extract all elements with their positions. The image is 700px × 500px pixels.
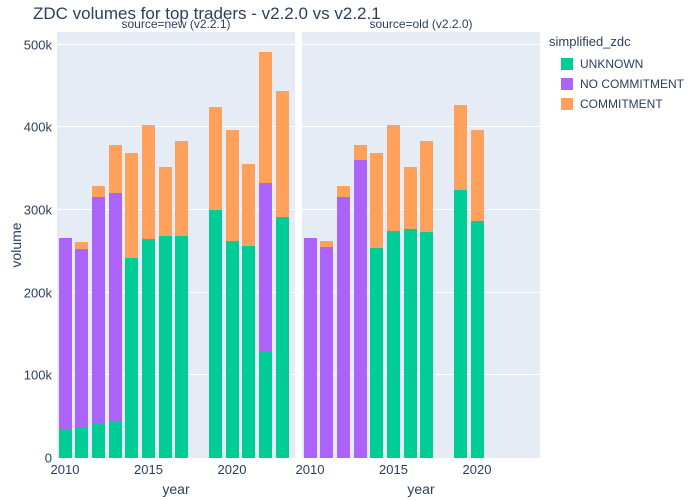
- bar-new-2010-unknown[interactable]: [58, 429, 72, 458]
- gridline: [57, 126, 295, 128]
- bar-old-2020-unknown[interactable]: [470, 220, 484, 458]
- x-tick-label-old-2015: 2015: [379, 462, 408, 477]
- bar-old-2020-commitment[interactable]: [470, 129, 484, 221]
- y-tick-label-400k: 400k: [23, 119, 52, 135]
- bar-new-2022-unknown[interactable]: [258, 351, 272, 458]
- bar-old-2011-no-commitment[interactable]: [320, 247, 334, 458]
- bar-new-2016-commitment[interactable]: [158, 166, 172, 237]
- legend-label: NO COMMITMENT: [580, 77, 684, 91]
- bar-old-2019-commitment[interactable]: [453, 104, 467, 191]
- y-tick-label-500k: 500k: [23, 37, 52, 52]
- bar-old-2012-commitment[interactable]: [336, 185, 350, 197]
- bar-new-2012-unknown[interactable]: [91, 424, 105, 458]
- bar-new-2022-commitment[interactable]: [258, 51, 272, 183]
- bar-old-2011-commitment[interactable]: [320, 240, 334, 248]
- legend: simplified_zdc UNKNOWN NO COMMITMENT COMMI…: [549, 34, 684, 117]
- y-tick-label-0: 0: [44, 450, 52, 466]
- legend-item-commitment[interactable]: COMMITMENT: [549, 97, 684, 111]
- bar-old-2015-commitment[interactable]: [387, 124, 400, 231]
- bar-old-2015-unknown[interactable]: [387, 230, 400, 458]
- bar-new-2010-no-commitment[interactable]: [58, 238, 72, 430]
- legend-swatch-icon: [561, 98, 573, 110]
- bar-new-2020-commitment[interactable]: [225, 129, 239, 242]
- bar-new-2015-unknown[interactable]: [142, 238, 155, 458]
- bar-new-2021-commitment[interactable]: [242, 163, 256, 247]
- gridline: [57, 43, 295, 45]
- bar-new-2012-commitment[interactable]: [91, 185, 105, 197]
- bar-new-2015-commitment[interactable]: [142, 124, 155, 239]
- x-tick-label-new-2020: 2020: [217, 462, 247, 477]
- gridline: [302, 43, 540, 45]
- bar-new-2017-unknown[interactable]: [175, 235, 189, 458]
- bar-old-2013-commitment[interactable]: [353, 144, 367, 161]
- y-tick-label-300k: 300k: [23, 202, 52, 218]
- legend-item-unknown[interactable]: UNKNOWN: [549, 57, 684, 71]
- x-tick-label-old-2020: 2020: [462, 462, 492, 477]
- bar-new-2019-unknown[interactable]: [208, 209, 222, 458]
- x-tick-label-new-2015: 2015: [134, 462, 163, 477]
- facet-label-new: source=new (v2.2.1): [121, 17, 231, 31]
- chart-title: ZDC volumes for top traders - v2.2.0 vs …: [33, 4, 381, 23]
- legend-title: simplified_zdc: [549, 34, 631, 49]
- bar-new-2013-unknown[interactable]: [108, 420, 122, 458]
- bar-old-2014-commitment[interactable]: [370, 152, 384, 248]
- bar-old-2017-unknown[interactable]: [420, 232, 434, 458]
- bar-new-2020-unknown[interactable]: [225, 241, 239, 458]
- x-tick-label-old-2010: 2010: [295, 462, 325, 477]
- facet-old-plot-area[interactable]: [302, 32, 540, 458]
- bar-new-2013-no-commitment[interactable]: [108, 192, 122, 421]
- legend-label: UNKNOWN: [580, 57, 644, 71]
- bar-new-2014-commitment[interactable]: [125, 152, 139, 258]
- bar-old-2012-no-commitment[interactable]: [336, 196, 350, 458]
- bar-new-2011-commitment[interactable]: [75, 242, 89, 249]
- legend-items: UNKNOWN NO COMMITMENT COMMITMENT: [549, 57, 684, 111]
- bar-old-2014-unknown[interactable]: [370, 247, 384, 458]
- bar-new-2022-no-commitment[interactable]: [258, 182, 272, 352]
- bar-old-2013-no-commitment[interactable]: [353, 160, 367, 458]
- facet-label-old: source=old (v2.2.0): [369, 17, 473, 31]
- bar-new-2023-commitment[interactable]: [275, 90, 289, 217]
- facet-new-plot-area[interactable]: [57, 32, 295, 458]
- x-axis-title-old: year: [407, 481, 435, 497]
- bar-new-2019-commitment[interactable]: [208, 106, 222, 210]
- y-tick-label-100k: 100k: [23, 367, 52, 383]
- bar-new-2017-commitment[interactable]: [175, 141, 189, 236]
- bar-new-2011-no-commitment[interactable]: [75, 248, 89, 428]
- bar-new-2013-commitment[interactable]: [108, 144, 122, 193]
- legend-item-no-commitment[interactable]: NO COMMITMENT: [549, 77, 684, 91]
- y-axis-title: volume: [8, 222, 24, 268]
- bar-new-2021-unknown[interactable]: [242, 246, 256, 458]
- bar-old-2019-unknown[interactable]: [453, 190, 467, 458]
- bar-new-2014-unknown[interactable]: [125, 257, 139, 458]
- bar-new-2011-unknown[interactable]: [75, 427, 89, 458]
- bar-old-2010-no-commitment[interactable]: [303, 238, 317, 458]
- legend-swatch-icon: [561, 78, 573, 90]
- x-axis-title-new: year: [162, 481, 190, 497]
- legend-label: COMMITMENT: [580, 97, 663, 111]
- legend-swatch-icon: [561, 58, 573, 70]
- bar-new-2016-unknown[interactable]: [158, 236, 172, 458]
- bar-new-2023-unknown[interactable]: [275, 216, 289, 458]
- bar-new-2012-no-commitment[interactable]: [91, 196, 105, 425]
- x-tick-label-new-2010: 2010: [50, 462, 80, 477]
- gridline: [302, 126, 540, 128]
- bar-old-2016-commitment[interactable]: [403, 166, 417, 229]
- y-tick-label-200k: 200k: [23, 285, 52, 301]
- bar-old-2017-commitment[interactable]: [420, 141, 434, 233]
- bar-old-2016-unknown[interactable]: [403, 228, 417, 458]
